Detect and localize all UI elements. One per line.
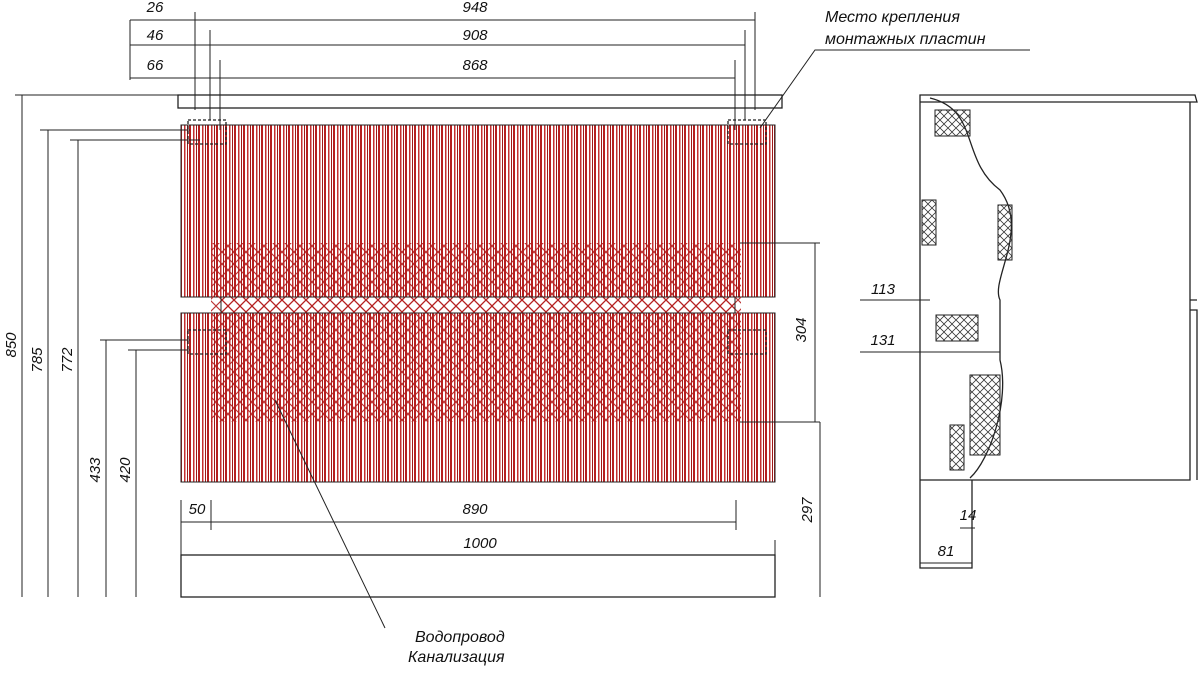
dimension-label: 890: [462, 501, 488, 518]
dimension-label: 850: [3, 332, 20, 358]
dimension-label: 772: [59, 347, 76, 373]
mount-plate: [187, 329, 227, 355]
dimension-label: 297: [799, 497, 816, 524]
dimension-label: 948: [462, 0, 488, 16]
dimension-label: 1000: [463, 535, 497, 552]
mount-plate: [187, 119, 227, 145]
dimension-label: 908: [462, 27, 488, 44]
dimension-label: 46: [147, 27, 164, 44]
hatched-part: [921, 199, 937, 246]
floor-block: [180, 554, 776, 598]
leader-line: [274, 49, 1030, 629]
pattern-band: [211, 243, 741, 422]
dimension-label: 81: [938, 543, 955, 560]
side-outline: [919, 94, 1198, 569]
dimension-label: 420: [117, 457, 134, 483]
mount-plate: [727, 119, 767, 145]
dimension-label: 785: [29, 347, 46, 373]
note: Канализация: [408, 649, 505, 666]
dimension-label: 26: [146, 0, 164, 16]
side-view: [919, 94, 1198, 569]
dimension-label: 14: [960, 507, 977, 524]
note: Место крепления: [825, 9, 960, 26]
dimension-label: 304: [793, 317, 810, 342]
gap: [220, 296, 736, 314]
dimension-label: 66: [147, 57, 164, 74]
countertop: [177, 94, 783, 109]
hatched-part: [935, 314, 979, 342]
hatched-part: [997, 204, 1013, 261]
hatched-part: [949, 424, 965, 471]
mount-plate: [727, 329, 767, 355]
note: Водопровод: [415, 629, 505, 646]
dimension-label: 433: [87, 457, 104, 483]
dimension-label: 113: [871, 281, 896, 298]
dimension-label: 868: [462, 57, 488, 74]
dimension-label: 131: [870, 332, 895, 349]
front-view: [177, 49, 1030, 629]
hatched-part: [969, 374, 1001, 456]
dimension-label: 50: [189, 501, 206, 518]
hatched-part: [934, 109, 971, 137]
note: монтажных пластин: [825, 31, 986, 48]
dimensions: 26 948 46 908 66 868 850 785 772 433 420 304 297 50 89…: [3, 0, 1000, 666]
side-outline: [1190, 299, 1198, 480]
